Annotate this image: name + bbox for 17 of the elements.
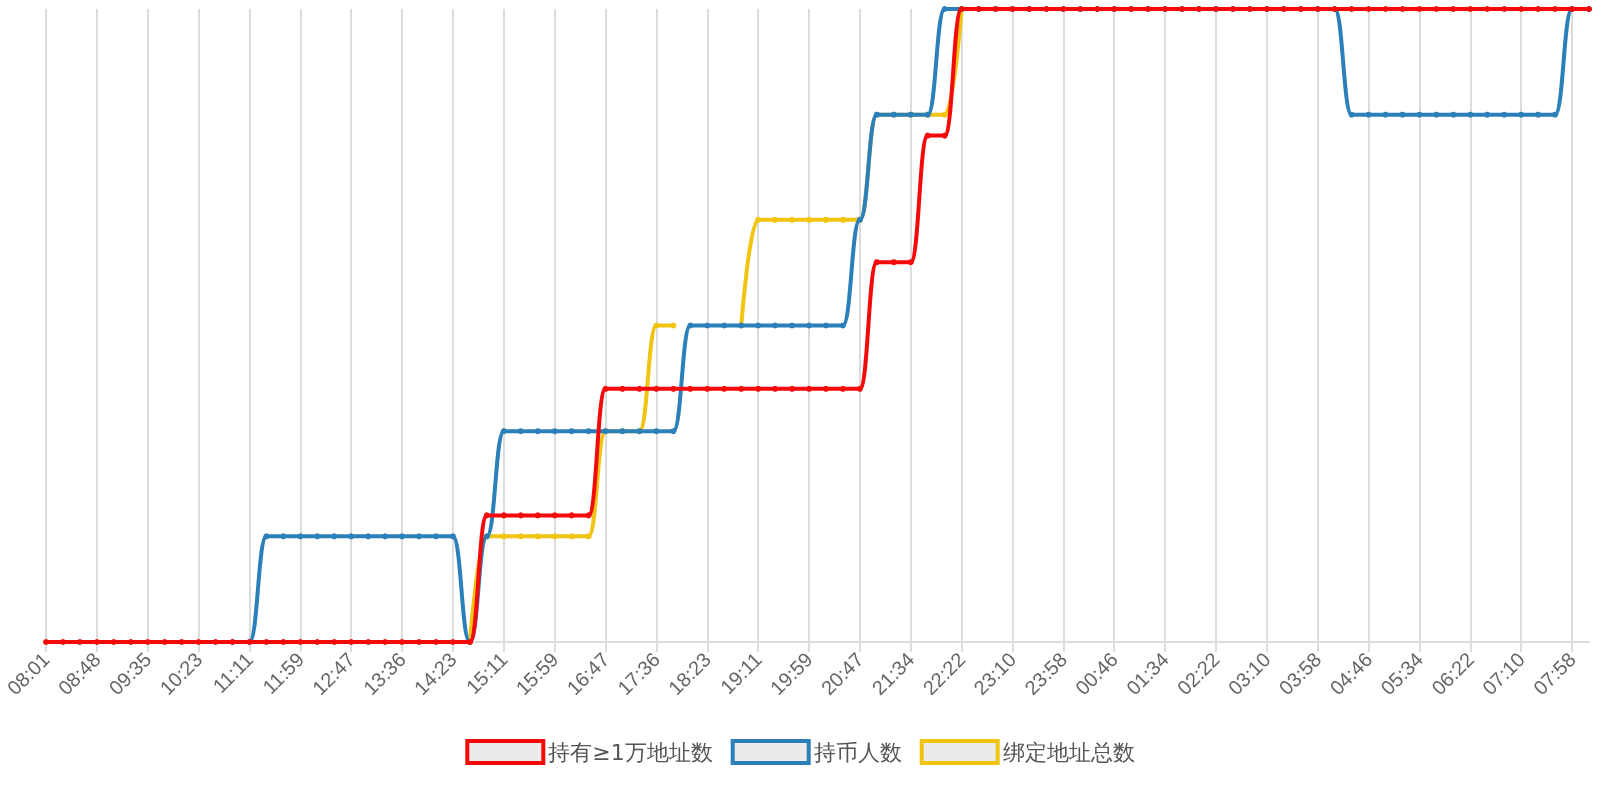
point [755,216,762,223]
point [839,216,846,223]
point [941,111,948,118]
point [551,533,558,540]
legend-label: 绑定地址总数 [1002,739,1135,765]
point [822,216,829,223]
point [500,533,507,540]
point [568,533,575,540]
point [789,216,796,223]
point [517,533,524,540]
legend-label: 持有≥1万地址数 [548,739,713,765]
point [772,216,779,223]
legend-label: 持币人数 [813,739,902,765]
point [806,216,813,223]
point [534,533,541,540]
point [653,322,660,329]
point [585,533,592,540]
